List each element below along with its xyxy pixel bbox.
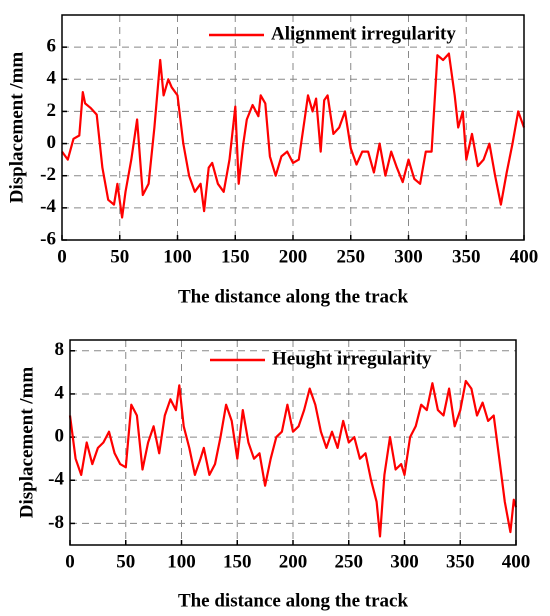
x-tick-label: 0 xyxy=(57,246,67,267)
x-tick-label: 300 xyxy=(390,551,419,572)
y-tick-label: 0 xyxy=(55,425,65,446)
x-tick-label: 350 xyxy=(446,551,475,572)
x-tick-label: 50 xyxy=(110,246,129,267)
data-line xyxy=(61,52,526,219)
x-tick-label: 200 xyxy=(279,551,308,572)
y-tick-label: 2 xyxy=(47,100,57,121)
y-tick-label: 4 xyxy=(47,68,57,89)
y-tick-label: 8 xyxy=(55,339,65,360)
x-tick-label: 350 xyxy=(452,246,481,267)
data-line xyxy=(68,379,518,538)
x-tick-label: 0 xyxy=(65,551,75,572)
y-axis-label: Displacement /mm xyxy=(16,367,37,519)
x-tick-label: 50 xyxy=(116,551,135,572)
plot-frame xyxy=(69,339,517,546)
x-tick-label: 150 xyxy=(221,246,250,267)
y-tick-label: -6 xyxy=(40,228,56,249)
x-tick-label: 250 xyxy=(337,246,366,267)
legend-label: Heught irregularity xyxy=(272,348,432,369)
y-tick-label: 0 xyxy=(47,132,57,153)
x-tick-label: 150 xyxy=(223,551,252,572)
x-tick-label: 100 xyxy=(163,246,192,267)
y-tick-label: 6 xyxy=(47,36,57,57)
plot-frame xyxy=(61,14,525,241)
legend-label: Alignment irregularity xyxy=(271,23,456,44)
x-tick-label: 100 xyxy=(167,551,196,572)
y-tick-label: -4 xyxy=(48,469,64,490)
y-tick-label: -4 xyxy=(40,196,56,217)
x-axis-label: The distance along the track xyxy=(178,590,409,611)
x-tick-label: 250 xyxy=(335,551,364,572)
x-axis-label: The distance along the track xyxy=(178,286,409,307)
x-tick-label: 400 xyxy=(502,551,531,572)
y-tick-label: -2 xyxy=(40,164,56,185)
x-tick-label: 400 xyxy=(510,246,539,267)
y-axis-label: Displacement /mm xyxy=(6,52,27,204)
x-tick-label: 300 xyxy=(394,246,423,267)
y-tick-label: 4 xyxy=(55,382,65,403)
y-tick-label: -8 xyxy=(48,512,64,533)
x-tick-label: 200 xyxy=(279,246,308,267)
